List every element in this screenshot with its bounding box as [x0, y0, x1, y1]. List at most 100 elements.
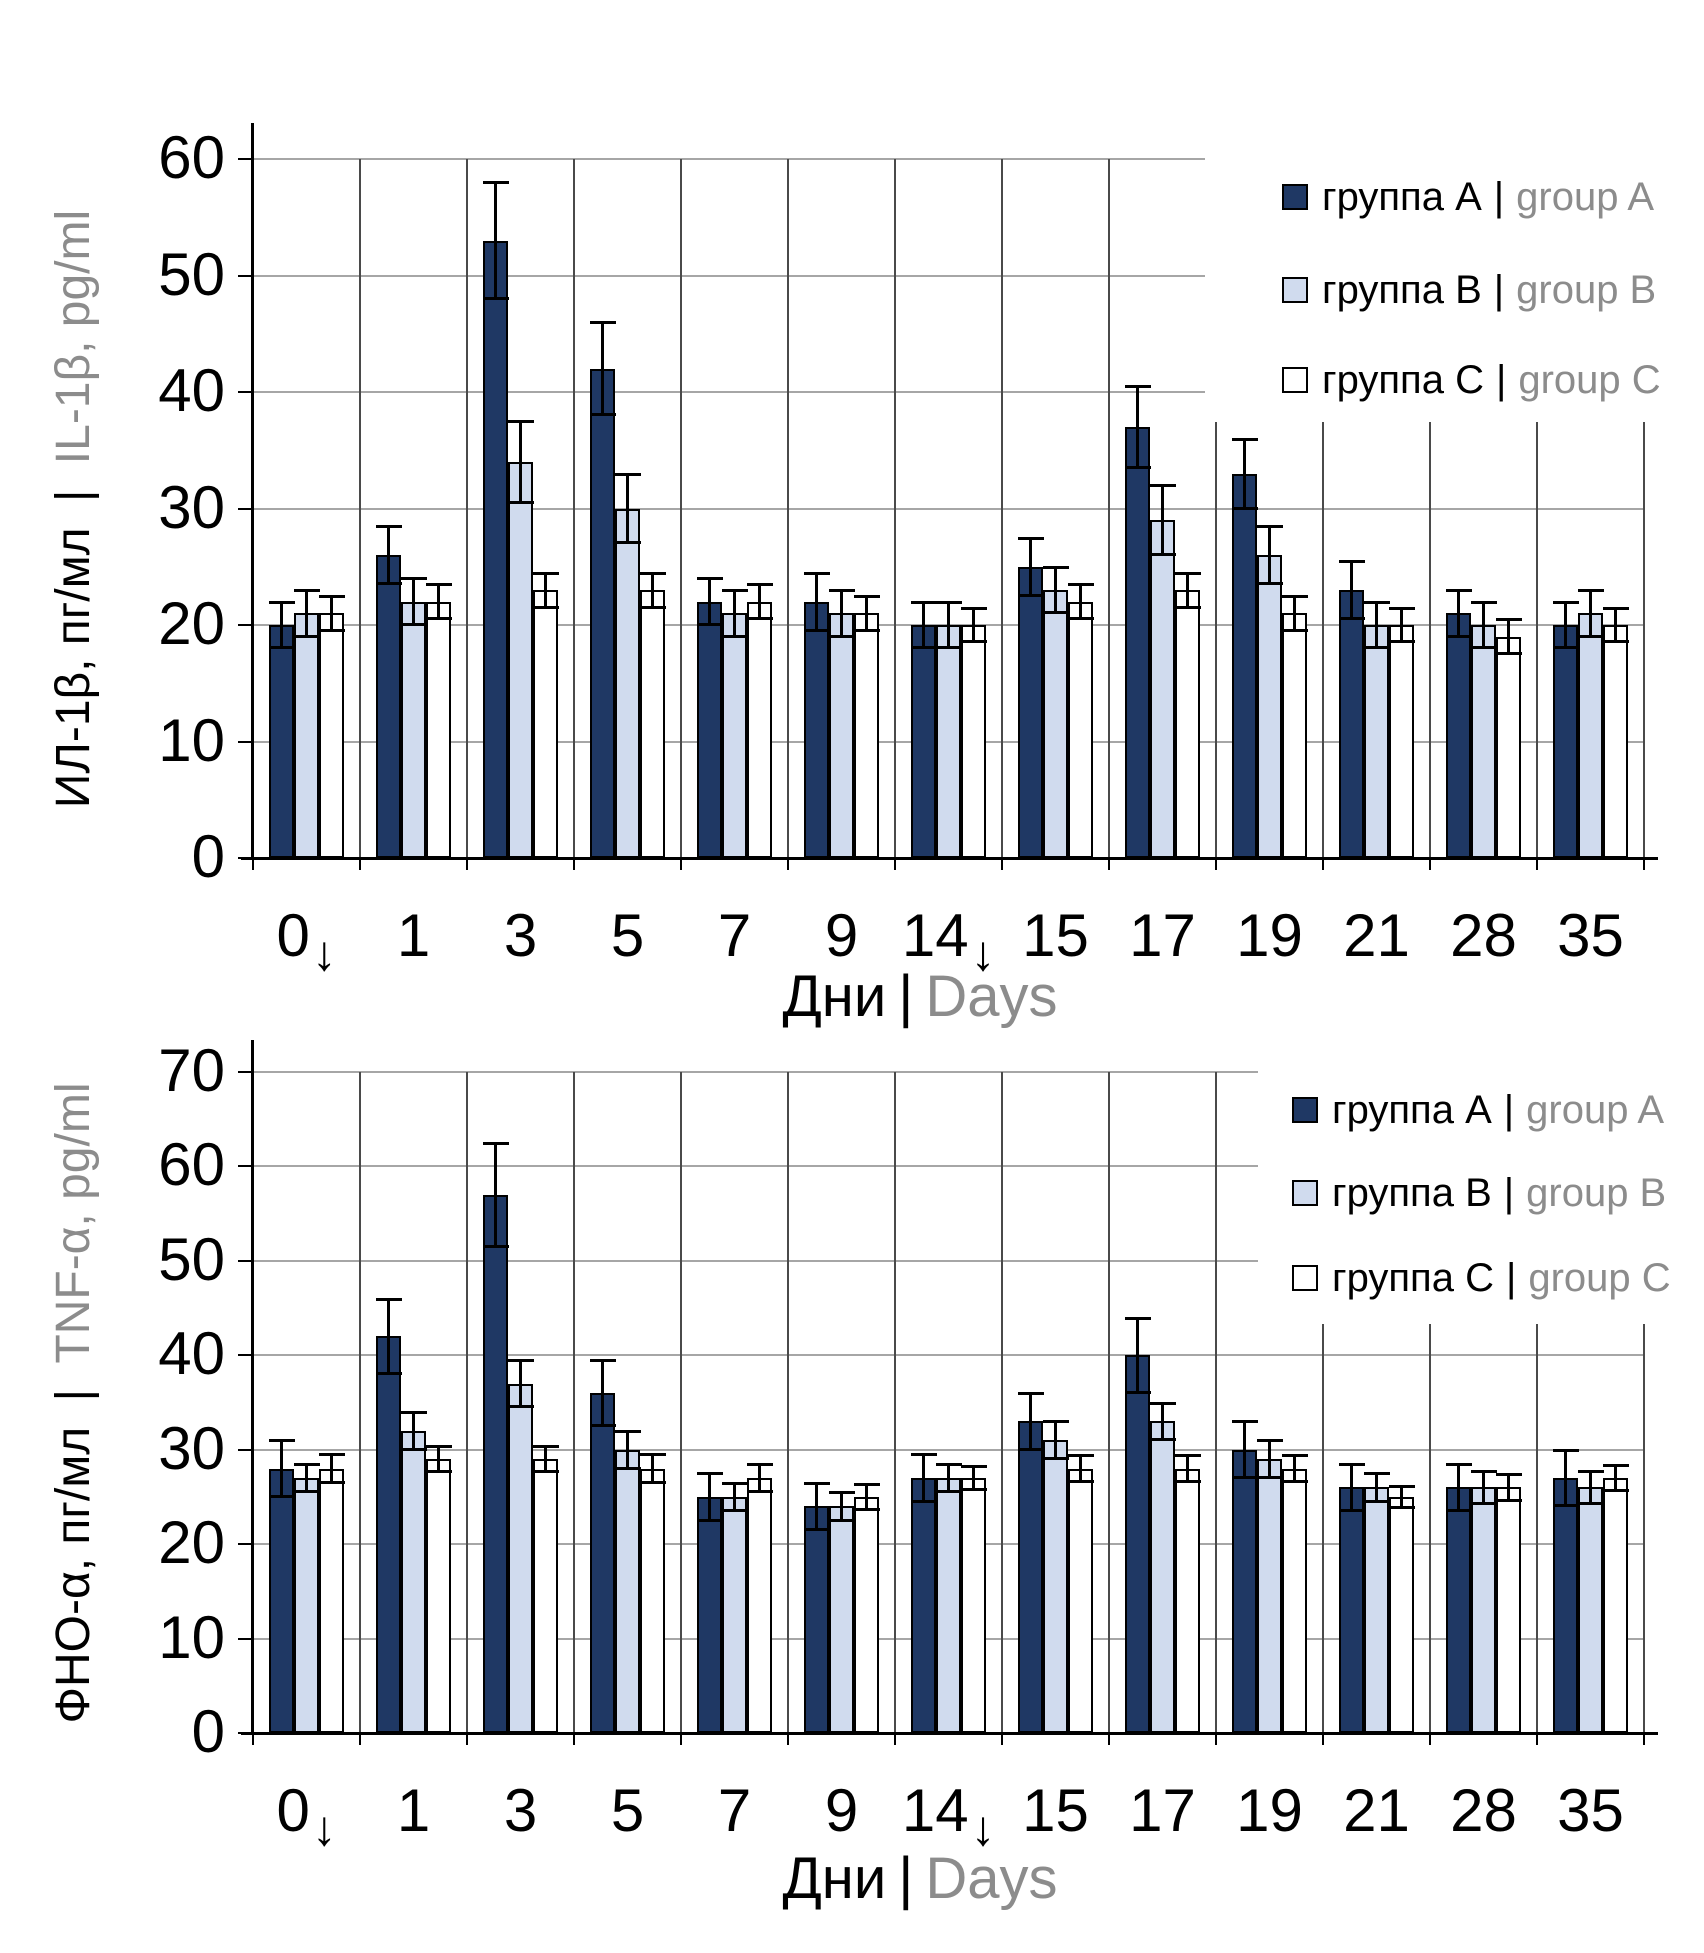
x-axis-tick [466, 858, 468, 870]
x-axis-tick [1215, 858, 1217, 870]
category-boundary-line [1643, 1072, 1645, 1733]
error-whisker [330, 1454, 333, 1483]
error-whisker [280, 1440, 283, 1497]
legend-label-ru: группа A [1322, 175, 1482, 219]
error-cap-bottom [589, 1424, 616, 1428]
error-cap-top [293, 589, 320, 593]
error-cap-top [425, 583, 452, 587]
error-whisker [922, 601, 925, 649]
bar-group-C-day-9 [854, 613, 879, 858]
error-whisker [651, 572, 654, 608]
error-cap-bottom [1363, 1499, 1390, 1503]
bar-group-C-day-17 [1175, 590, 1200, 858]
legend-item-group-A: группа A | group A [1282, 167, 1654, 227]
error-cap-bottom [1445, 1509, 1472, 1513]
error-cap-top [1174, 571, 1201, 575]
x-tick-label-0↓: 0↓ [276, 902, 337, 981]
error-whisker [1243, 1421, 1246, 1479]
error-cap-top [1602, 1463, 1629, 1467]
bar-group-A-day-9 [804, 601, 829, 858]
bar-group-B-day-5 [615, 1449, 640, 1733]
x-tick-label-19: 19 [1236, 902, 1303, 969]
error-whisker [758, 584, 761, 620]
error-whisker [1029, 1393, 1032, 1450]
category-boundary-line [894, 159, 896, 858]
category-boundary-line [466, 1072, 468, 1733]
bar-group-C-day-17 [1175, 1468, 1200, 1733]
error-cap-bottom [1552, 646, 1579, 650]
error-cap-bottom [425, 617, 452, 621]
category-boundary-line [1643, 159, 1645, 858]
error-whisker [1507, 619, 1510, 655]
x-axis-tick [1001, 1733, 1003, 1745]
error-cap-bottom [1602, 640, 1629, 644]
bar-group-A-day-3 [483, 240, 508, 858]
x-axis-tick [1108, 858, 1110, 870]
error-whisker [972, 607, 975, 643]
bar-group-B-day-9 [829, 613, 854, 858]
gridline-y-70 [253, 1071, 1644, 1073]
bar-group-C-day-1 [426, 1459, 451, 1733]
error-cap-top [614, 472, 641, 476]
legend-swatch-group-B [1282, 277, 1308, 303]
category-boundary-line [1429, 1072, 1431, 1733]
error-whisker [840, 590, 843, 637]
error-whisker [1350, 1463, 1353, 1512]
injection-arrow-icon: ↓ [311, 1801, 337, 1856]
bar-group-A-day-1 [376, 555, 401, 858]
error-cap-top [1042, 565, 1069, 569]
error-cap-bottom [589, 413, 616, 417]
error-cap-bottom [1577, 634, 1604, 638]
gridline-y-40 [253, 391, 1644, 393]
bar-group-B-day-5 [615, 508, 640, 858]
error-cap-bottom [1470, 646, 1497, 650]
error-whisker [1243, 438, 1246, 509]
error-cap-top [1067, 583, 1094, 587]
legend-item-group-C: группа C | group C [1282, 350, 1661, 410]
y-tick-label-40: 40 [158, 356, 225, 424]
x-axis-tick [787, 1733, 789, 1745]
error-cap-bottom [746, 1490, 773, 1494]
error-whisker [651, 1454, 654, 1483]
error-cap-top [507, 1359, 534, 1362]
error-cap-bottom [482, 296, 509, 300]
error-whisker [947, 1463, 950, 1493]
y-axis-tick-60 [238, 158, 253, 160]
error-cap-top [1470, 600, 1497, 604]
error-cap-top [960, 1464, 987, 1468]
x-axis-tick [1108, 1733, 1110, 1745]
y-axis-tick-30 [238, 1448, 253, 1451]
error-cap-top [1495, 618, 1522, 622]
x-axis-tick [466, 1733, 468, 1745]
error-cap-top [268, 1439, 295, 1443]
error-cap-top [721, 1481, 748, 1485]
error-whisker [1457, 590, 1460, 637]
bar-group-A-day-15 [1018, 1421, 1043, 1733]
error-cap-top [803, 1481, 830, 1485]
gridline-y-60 [253, 158, 1644, 160]
bar-group-B-day-14↓ [936, 1478, 961, 1733]
bar-group-B-day-0↓ [294, 1478, 319, 1733]
category-boundary-line [359, 1072, 361, 1733]
y-tick-label-30: 30 [158, 1414, 225, 1482]
x-tick-label-19: 19 [1236, 1777, 1303, 1844]
error-cap-bottom [1338, 617, 1365, 621]
x-axis-title-en: Days [925, 964, 1058, 1029]
error-cap-bottom [614, 541, 641, 545]
error-cap-bottom [1281, 1479, 1308, 1483]
error-cap-top [507, 420, 534, 424]
error-whisker [972, 1465, 975, 1491]
error-cap-top [1256, 1439, 1283, 1443]
error-cap-bottom [1363, 646, 1390, 650]
error-cap-bottom [1231, 506, 1258, 510]
bar-group-C-day-3 [533, 1459, 558, 1733]
y-tick-label-0: 0 [191, 1697, 225, 1765]
x-axis-tick [573, 858, 575, 870]
x-axis-title-ru: Дни [782, 964, 887, 1029]
error-cap-top [1256, 524, 1283, 528]
error-whisker [1614, 1464, 1617, 1492]
error-cap-top [614, 1429, 641, 1433]
legend-label-en: group B [1516, 268, 1657, 312]
